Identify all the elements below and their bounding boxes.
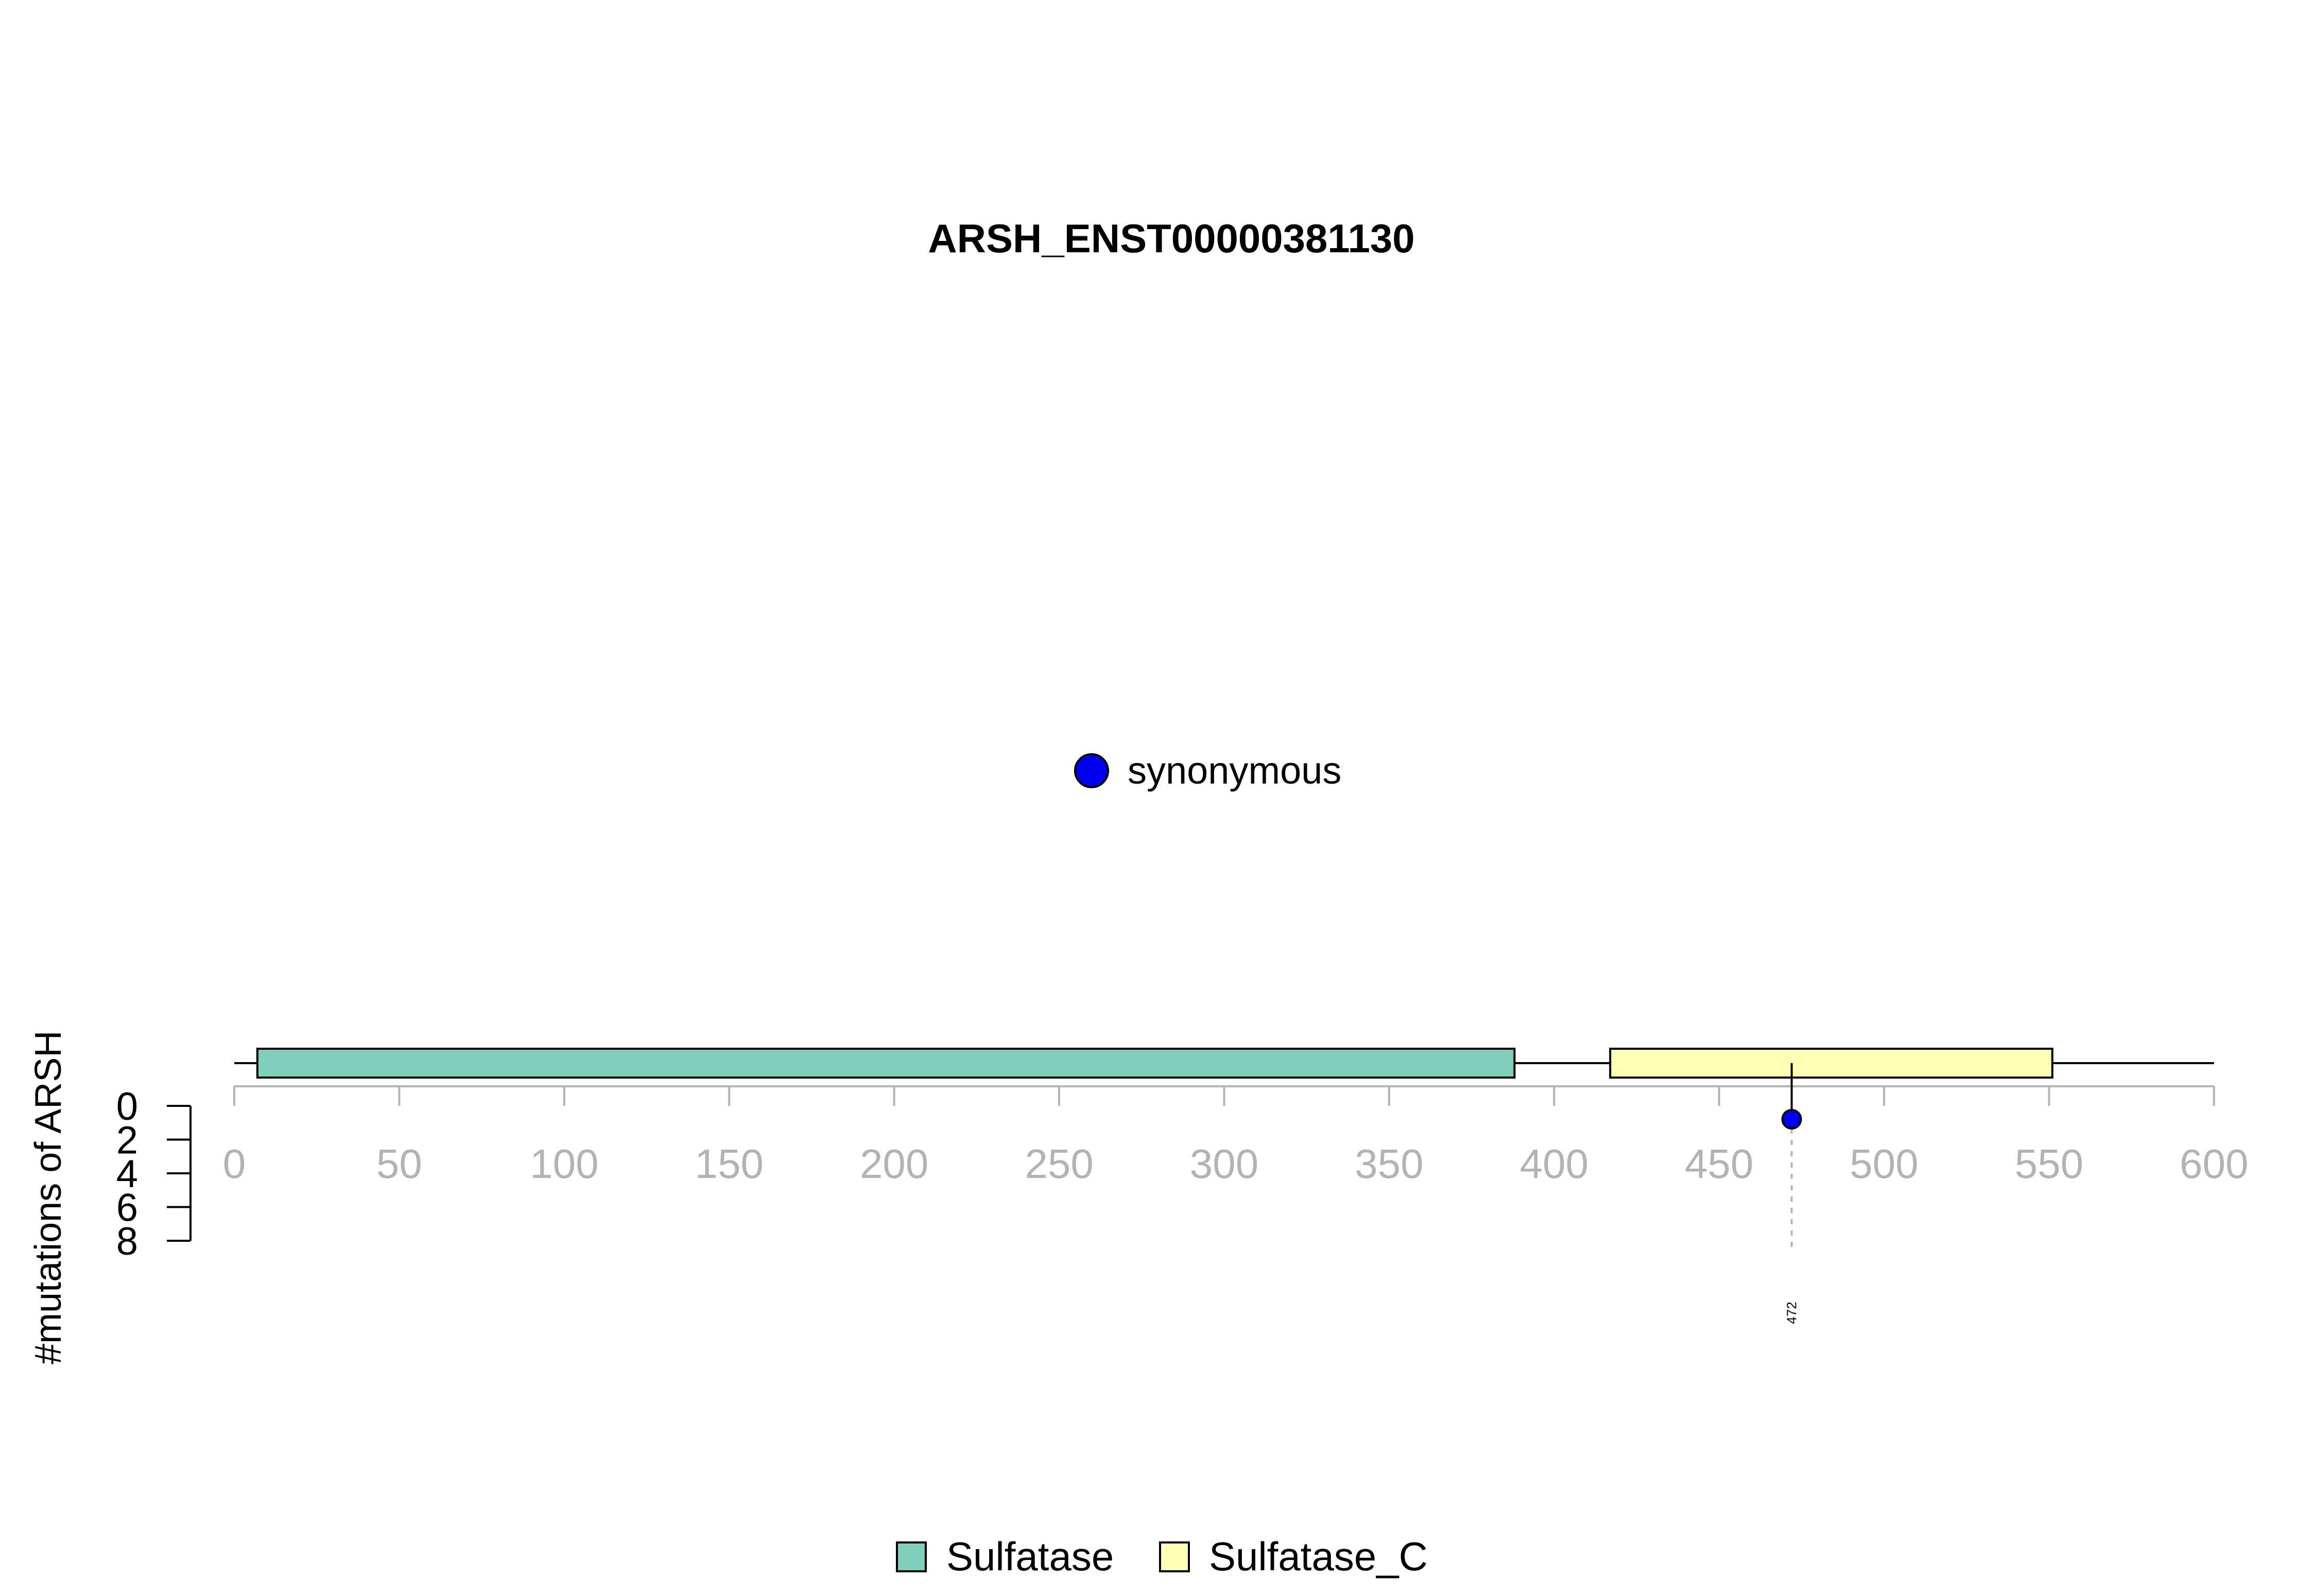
x-tick-label: 600 — [2180, 1141, 2248, 1187]
mutation-position-label: 472 — [1784, 1302, 1800, 1324]
x-tick-label: 400 — [1520, 1141, 1588, 1187]
domain-legend-swatch — [896, 1541, 927, 1572]
mutation-legend-label: synonymous — [1128, 749, 1341, 792]
mutation-legend: synonymous — [1074, 749, 1341, 792]
x-tick-label: 350 — [1355, 1141, 1423, 1187]
domain-legend-swatch — [1159, 1541, 1190, 1572]
x-tick-label: 50 — [376, 1141, 422, 1187]
domain-box-sulfatase_c — [1609, 1048, 2053, 1079]
domain-boxes — [256, 1048, 2053, 1079]
domain-legend-label: Sulfatase_C — [1209, 1534, 1428, 1579]
y-axis-label: #mutations of ARSH — [28, 1031, 69, 1364]
x-tick-label: 450 — [1685, 1141, 1753, 1187]
x-tick-label: 250 — [1025, 1141, 1093, 1187]
y-tick-label: 4 — [116, 1152, 138, 1196]
mutation-lollipops: 472 — [1781, 1063, 1802, 1324]
y-tick-label: 2 — [116, 1119, 138, 1163]
chart-title: ARSH_ENST00000381130 — [928, 216, 1414, 261]
x-tick-label: 0 — [223, 1141, 246, 1187]
y-tick-label: 6 — [116, 1186, 138, 1230]
domain-legend-label: Sulfatase — [946, 1534, 1114, 1579]
x-tick-label: 100 — [530, 1141, 598, 1187]
y-tick-label: 0 — [116, 1085, 138, 1129]
x-tick-label: 300 — [1190, 1141, 1258, 1187]
x-tick-label: 550 — [2015, 1141, 2083, 1187]
x-tick-label: 150 — [695, 1141, 764, 1187]
mutation-legend-swatch — [1074, 753, 1109, 788]
x-tick-label: 200 — [860, 1141, 928, 1187]
domain-box-sulfatase — [256, 1048, 1516, 1079]
y-tick-label: 8 — [116, 1220, 138, 1263]
domain-legend: Sulfatase Sulfatase_C — [896, 1534, 1428, 1579]
mutation-point — [1781, 1109, 1802, 1130]
x-tick-label: 500 — [1849, 1141, 1918, 1187]
x-axis: 0 50 100 150 200 250 300 350 400 450 500 550 600 — [223, 1085, 2249, 1187]
